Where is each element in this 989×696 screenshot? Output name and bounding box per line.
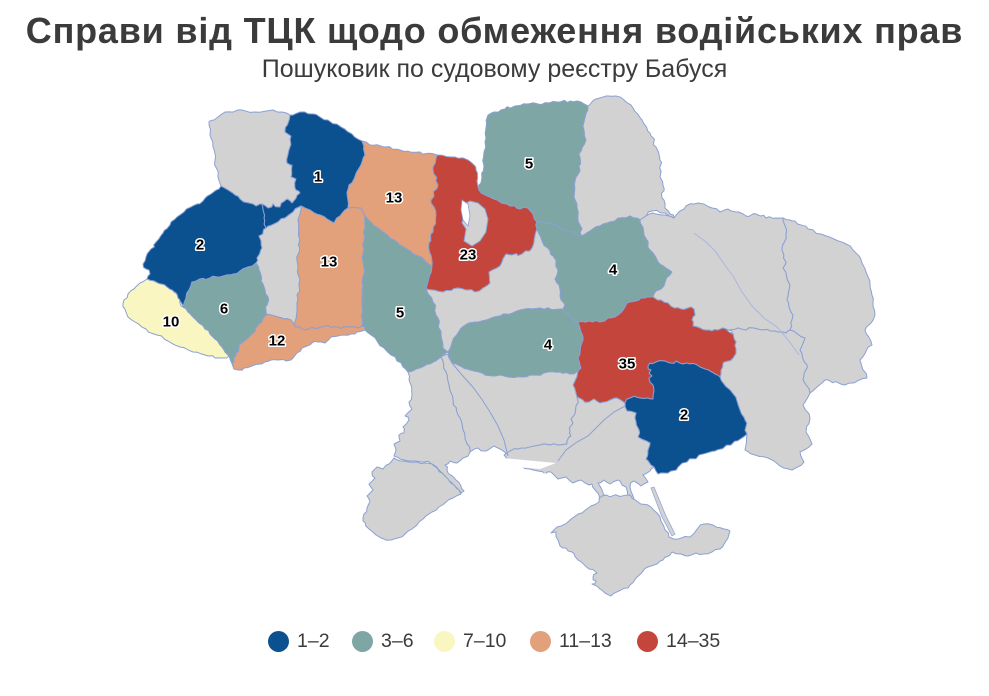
svg-text:23: 23 [460,247,477,264]
svg-text:13: 13 [321,254,338,271]
svg-text:5: 5 [396,305,404,322]
svg-text:2: 2 [680,407,688,424]
svg-text:35: 35 [619,356,636,373]
svg-text:5: 5 [525,156,533,173]
svg-text:4: 4 [609,262,618,279]
svg-text:1: 1 [314,169,322,186]
svg-text:6: 6 [220,301,228,318]
svg-text:12: 12 [269,333,286,350]
svg-text:10: 10 [163,314,180,331]
svg-text:2: 2 [196,237,204,254]
svg-text:13: 13 [386,190,403,207]
svg-text:4: 4 [544,337,553,354]
